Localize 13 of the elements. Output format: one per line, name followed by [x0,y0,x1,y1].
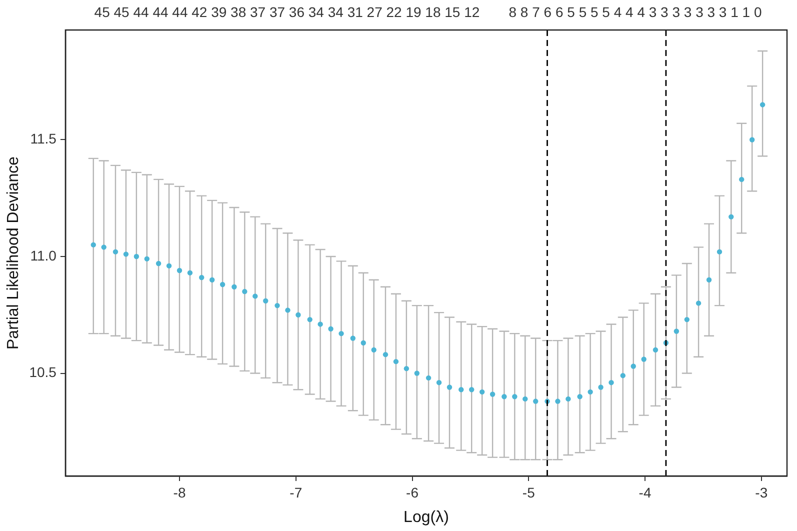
text: 8 8 7 6 6 5 5 5 5 4 4 4 3 3 3 3 3 3 3 1 1 0 [508,4,762,20]
y-tick-label: 10.5 [29,364,57,380]
x-tick-label: -4 [638,484,652,500]
x-tick-label: -6 [406,484,419,500]
x-tick-label: -7 [290,484,302,500]
text: 45 45 44 44 44 42 39 38 37 37 36 34 34 31 27 22 19 18 15 12 [94,4,480,20]
y-axis-title: Partial Likelihood Deviance [5,156,22,350]
y-tick-label: 11.0 [30,247,57,264]
x-tick-label: -8 [173,484,186,500]
y-tick-label: 11.5 [30,130,57,147]
x-tick-label: -3 [755,484,768,500]
x-tick-label: -5 [522,484,536,500]
x-axis-title: Log(λ) [404,508,449,526]
